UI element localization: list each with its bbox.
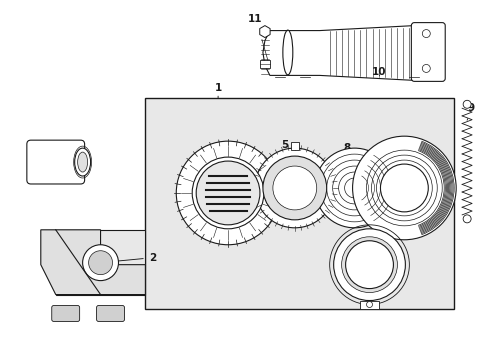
Circle shape xyxy=(366,302,372,307)
Circle shape xyxy=(314,148,394,228)
Polygon shape xyxy=(56,230,145,294)
Text: 2: 2 xyxy=(103,253,156,263)
Text: 10: 10 xyxy=(371,67,386,77)
FancyBboxPatch shape xyxy=(96,306,124,321)
Ellipse shape xyxy=(75,148,90,176)
Polygon shape xyxy=(259,26,269,37)
Circle shape xyxy=(422,64,429,72)
Text: 7: 7 xyxy=(34,163,48,173)
FancyBboxPatch shape xyxy=(52,306,80,321)
Bar xyxy=(359,301,379,309)
Circle shape xyxy=(254,148,334,228)
Circle shape xyxy=(333,229,405,301)
Circle shape xyxy=(462,215,470,223)
Circle shape xyxy=(263,156,326,220)
Circle shape xyxy=(462,100,470,108)
Text: 8: 8 xyxy=(342,143,350,159)
Circle shape xyxy=(352,136,455,240)
Ellipse shape xyxy=(78,152,87,172)
FancyBboxPatch shape xyxy=(27,140,84,184)
FancyBboxPatch shape xyxy=(410,23,444,81)
Circle shape xyxy=(176,141,279,245)
Text: 6: 6 xyxy=(343,245,354,260)
Text: 3: 3 xyxy=(216,145,226,167)
Circle shape xyxy=(341,237,397,293)
Circle shape xyxy=(192,157,264,229)
Circle shape xyxy=(82,245,118,280)
Circle shape xyxy=(380,164,427,212)
Text: 4: 4 xyxy=(385,222,402,237)
Polygon shape xyxy=(287,26,433,80)
Circle shape xyxy=(422,30,429,37)
Circle shape xyxy=(88,251,112,275)
Bar xyxy=(260,60,269,68)
Circle shape xyxy=(345,241,393,289)
Bar xyxy=(290,142,298,150)
Text: 9: 9 xyxy=(466,103,474,120)
Ellipse shape xyxy=(282,30,292,75)
Text: 1: 1 xyxy=(214,84,221,98)
Text: 5: 5 xyxy=(281,140,293,158)
Bar xyxy=(145,98,453,310)
Text: 11: 11 xyxy=(247,14,264,28)
Circle shape xyxy=(196,161,260,225)
Polygon shape xyxy=(41,230,145,294)
Circle shape xyxy=(272,166,316,210)
